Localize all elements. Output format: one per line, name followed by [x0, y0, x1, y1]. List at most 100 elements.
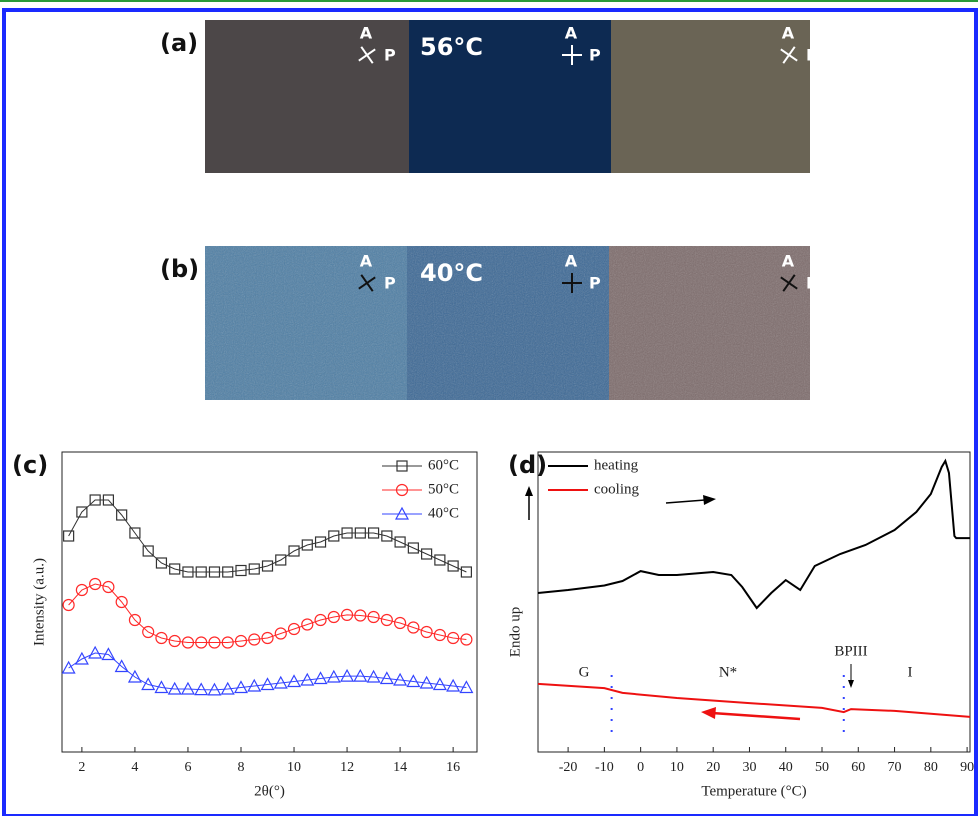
marker: [222, 566, 234, 578]
legend-marker: [395, 483, 409, 497]
analyzer-label: A: [782, 252, 795, 271]
series-line: [68, 652, 467, 691]
marker: [195, 636, 208, 649]
cross-line: [360, 274, 374, 292]
micrograph: [205, 20, 409, 173]
marker: [114, 659, 129, 673]
marker: [354, 609, 367, 622]
cross: [780, 274, 798, 292]
x-tick-label: 14: [393, 760, 407, 775]
marker: [261, 560, 274, 572]
x-tick-label: 0: [637, 760, 644, 775]
marker: [247, 678, 262, 692]
micrograph: [409, 20, 611, 173]
legend-marker: [394, 506, 410, 520]
analyzer-label: A: [782, 24, 795, 43]
legend-label: 50°C: [428, 481, 459, 497]
panel-label: (d): [508, 451, 547, 479]
marker: [313, 671, 328, 685]
temperature-label: 56°C: [420, 33, 483, 61]
x-axis-title: 2θ(°): [254, 783, 285, 799]
cross-line: [782, 274, 796, 292]
marker: [328, 530, 340, 542]
marker: [74, 651, 89, 665]
marker: [287, 622, 301, 636]
micrograph: [611, 20, 810, 173]
marker: [287, 674, 302, 688]
annotation: BPIII: [834, 643, 867, 659]
legend-label: 40°C: [428, 505, 459, 521]
marker: [155, 557, 168, 569]
marker: [195, 566, 207, 578]
cross: [780, 46, 798, 64]
polarizer-label: P: [806, 46, 818, 65]
annotation: G: [579, 664, 590, 680]
x-tick-label: 16: [446, 760, 460, 775]
marker: [460, 566, 472, 578]
x-tick-label: 2: [78, 760, 85, 775]
marker: [62, 598, 75, 612]
marker: [288, 545, 300, 557]
cooling-arrow: [711, 711, 801, 721]
polarizer-label: P: [589, 274, 601, 293]
marker: [141, 677, 156, 691]
marker: [459, 680, 474, 694]
x-tick-label: 70: [888, 760, 902, 775]
marker: [433, 628, 446, 642]
marker: [128, 613, 142, 627]
marker: [419, 675, 434, 689]
plot-frame: [537, 451, 971, 753]
polarizer-label: P: [589, 46, 601, 65]
series-line: [68, 499, 467, 573]
marker: [434, 554, 446, 566]
marker: [447, 560, 459, 572]
texture: [205, 246, 810, 400]
y-axis-title: Endo up: [507, 607, 523, 657]
marker: [127, 669, 142, 683]
marker: [275, 554, 287, 566]
marker: [273, 675, 288, 689]
x-tick-label: 50: [815, 760, 829, 775]
marker: [63, 530, 75, 542]
marker: [446, 678, 461, 692]
temperature-label: 40°C: [420, 259, 483, 287]
x-tick-label: 4: [131, 760, 138, 775]
plot-frame: [61, 451, 478, 753]
marker: [129, 527, 141, 539]
marker: [89, 577, 102, 591]
marker: [340, 608, 354, 622]
legend-label: 60°C: [428, 457, 459, 473]
marker: [248, 633, 261, 646]
marker: [221, 636, 234, 649]
marker: [155, 631, 168, 645]
marker: [207, 682, 222, 696]
marker: [393, 616, 407, 630]
polarizer-label: P: [384, 274, 396, 293]
marker: [367, 527, 380, 539]
x-tick-label: 6: [184, 760, 191, 775]
marker: [61, 660, 76, 674]
cross: [358, 46, 376, 64]
marker: [314, 536, 327, 548]
marker: [102, 494, 115, 506]
marker: [367, 610, 380, 624]
marker: [116, 509, 128, 521]
marker: [88, 645, 103, 659]
marker: [115, 595, 128, 609]
marker: [407, 542, 419, 554]
legend-label: cooling: [594, 481, 639, 497]
x-tick-label: 8: [237, 760, 244, 775]
bp-arrowhead: [848, 680, 854, 688]
marker: [366, 669, 381, 683]
analyzer-label: A: [360, 24, 373, 43]
polarizer-label: P: [806, 274, 818, 293]
marker: [181, 636, 195, 649]
x-tick-label: 60: [851, 760, 865, 775]
marker: [406, 674, 421, 688]
marker: [432, 677, 447, 691]
marker: [300, 672, 315, 686]
cooling-arrowhead: [701, 707, 716, 719]
annotation: I: [908, 664, 913, 680]
marker: [301, 539, 313, 551]
